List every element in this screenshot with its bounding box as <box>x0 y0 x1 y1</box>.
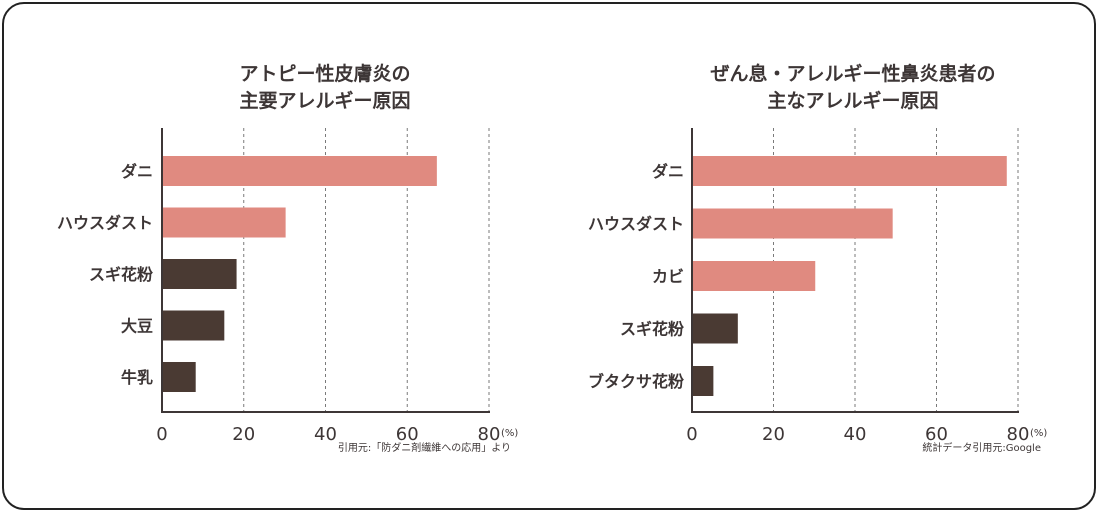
source-note: 統計データ引用元:Google <box>922 441 1041 454</box>
tick-label: 40 <box>844 424 867 445</box>
tick-label: 40 <box>314 424 337 445</box>
bar <box>693 208 893 239</box>
bar <box>163 362 196 392</box>
category-label: スギ花粉 <box>620 320 684 339</box>
category-label: カビ <box>652 267 684 286</box>
tick-label: 60 <box>396 424 419 445</box>
tick-label: 0 <box>686 424 697 445</box>
chart-2: ぜん息・アレルギー性鼻炎患者の主なアレルギー原因ダニハウスダストカビスギ花粉ブタ… <box>588 62 1047 454</box>
chart-title-line: ぜん息・アレルギー性鼻炎患者の <box>710 62 995 85</box>
tick-label: 20 <box>232 424 255 445</box>
bar <box>163 156 437 186</box>
category-label: ハウスダスト <box>588 215 684 234</box>
unit-label: (%) <box>1030 428 1047 439</box>
tick-label: 20 <box>762 424 785 445</box>
tick-label: 80 <box>478 424 501 445</box>
bar <box>163 259 237 289</box>
category-label: 牛乳 <box>121 368 153 387</box>
source-note: 引用元:「防ダニ剤繊維への応用」より <box>338 441 511 454</box>
bar <box>163 207 286 238</box>
chart-title-line: アトピー性皮膚炎の <box>239 62 410 85</box>
tick-label: 60 <box>925 424 948 445</box>
category-label: ダニ <box>652 162 684 181</box>
bar <box>693 156 1007 186</box>
category-label: ハウスダスト <box>57 214 153 233</box>
bar <box>693 261 816 291</box>
category-label: スギ花粉 <box>89 265 153 284</box>
bar <box>693 313 738 344</box>
category-label: 大豆 <box>121 317 153 336</box>
unit-label: (%) <box>501 428 518 439</box>
tick-label: 0 <box>156 424 167 445</box>
chart-title-line: 主要アレルギー原因 <box>239 90 410 112</box>
bar <box>693 366 714 396</box>
category-label: ダニ <box>121 162 153 181</box>
bar <box>163 310 225 341</box>
tick-label: 80 <box>1007 424 1030 445</box>
chart-title-line: 主なアレルギー原因 <box>767 90 938 112</box>
category-label: ブタクサ花粉 <box>588 372 684 391</box>
